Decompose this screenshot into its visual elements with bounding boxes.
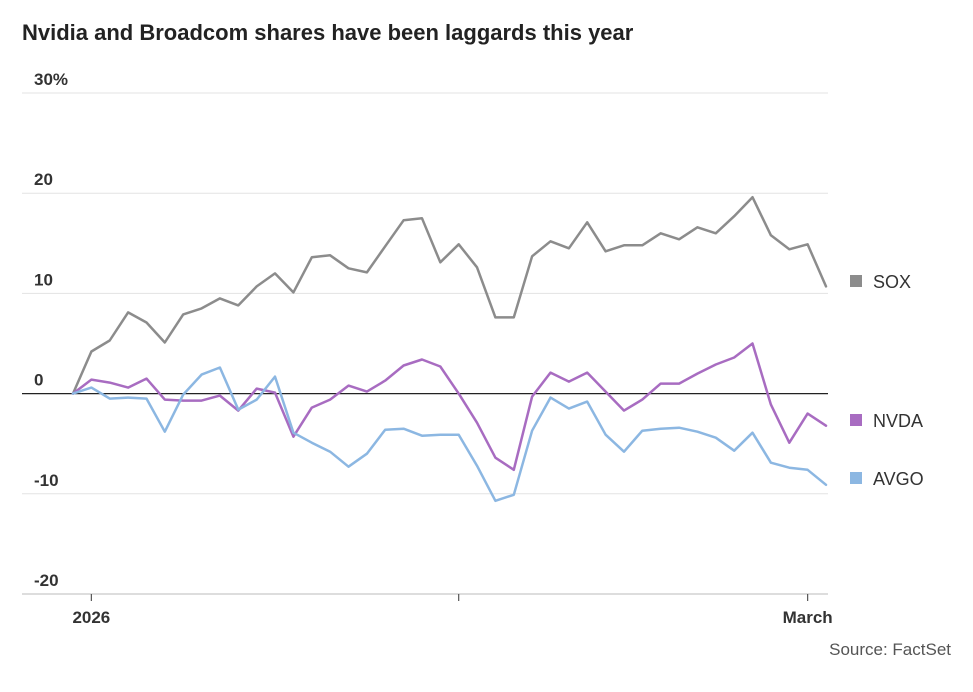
legend-label-nvda: NVDA [873, 411, 923, 431]
y-tick-label: 30% [34, 70, 68, 89]
series-line-avgo [71, 366, 828, 503]
y-axis-ticks: 30% 20 10 0 -10 -20 [34, 70, 68, 590]
legend-swatch-avgo [850, 472, 862, 484]
series-lines [71, 195, 828, 503]
chart-title: Nvidia and Broadcom shares have been lag… [22, 20, 634, 45]
y-tick-label: 0 [34, 371, 43, 390]
y-tick-label: -20 [34, 571, 59, 590]
series-line-sox [71, 195, 828, 395]
y-tick-label: 10 [34, 270, 53, 289]
x-axis: 2026 March [72, 594, 833, 627]
y-tick-label: -10 [34, 471, 59, 490]
legend-label-avgo: AVGO [873, 469, 924, 489]
legend: SOX NVDA AVGO [850, 272, 924, 489]
series-line-nvda [71, 342, 828, 472]
legend-label-sox: SOX [873, 272, 911, 292]
source-note: Source: FactSet [829, 640, 951, 659]
legend-swatch-nvda [850, 414, 862, 426]
x-tick-label: March [783, 608, 833, 627]
legend-swatch-sox [850, 275, 862, 287]
gridlines [22, 92, 828, 595]
x-tick-label: 2026 [72, 608, 110, 627]
y-tick-label: 20 [34, 170, 53, 189]
